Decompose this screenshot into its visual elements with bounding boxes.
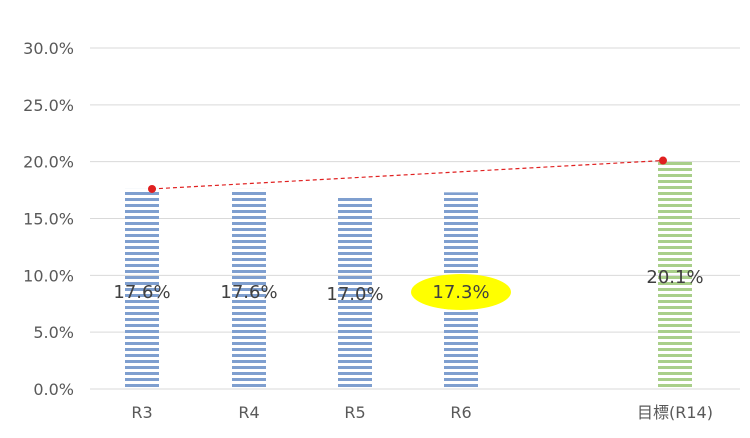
highlight-ellipse bbox=[411, 274, 511, 310]
y-axis-ticks: 0.0% 5.0% 10.0% 15.0% 20.0% 25.0% 30.0% bbox=[23, 39, 74, 399]
bar bbox=[125, 188, 159, 387]
y-tick-label: 15.0% bbox=[23, 210, 74, 229]
x-category-label: R6 bbox=[450, 403, 471, 422]
data-label: 17.3% bbox=[432, 282, 489, 303]
y-tick-label: 20.0% bbox=[23, 153, 74, 172]
data-label: 17.6% bbox=[220, 282, 277, 303]
x-category-label: R3 bbox=[131, 403, 152, 422]
trend-segment bbox=[151, 159, 664, 190]
trend-point bbox=[659, 156, 667, 165]
trend-point bbox=[148, 184, 156, 193]
bar bbox=[232, 188, 266, 387]
y-tick-label: 25.0% bbox=[23, 96, 74, 115]
x-category-label: R4 bbox=[238, 403, 259, 422]
data-label: 17.6% bbox=[113, 282, 170, 303]
bars bbox=[125, 162, 692, 387]
data-label: 17.0% bbox=[326, 284, 383, 305]
y-tick-label: 0.0% bbox=[33, 380, 74, 399]
x-category-label: R5 bbox=[344, 403, 365, 422]
x-axis-categories: R3 R4 R5 R6 目標(R14) bbox=[131, 403, 713, 422]
y-tick-label: 5.0% bbox=[33, 323, 74, 342]
y-tick-label: 10.0% bbox=[23, 266, 74, 285]
x-category-label: 目標(R14) bbox=[637, 403, 713, 422]
data-labels: 17.6% 17.6% 17.0% 17.3% 20.1% bbox=[113, 267, 704, 310]
bar bbox=[658, 162, 692, 387]
gridlines bbox=[90, 47, 740, 390]
data-label: 20.1% bbox=[646, 267, 703, 288]
trend-line bbox=[148, 156, 667, 193]
y-tick-label: 30.0% bbox=[23, 39, 74, 58]
bar bbox=[338, 198, 372, 387]
